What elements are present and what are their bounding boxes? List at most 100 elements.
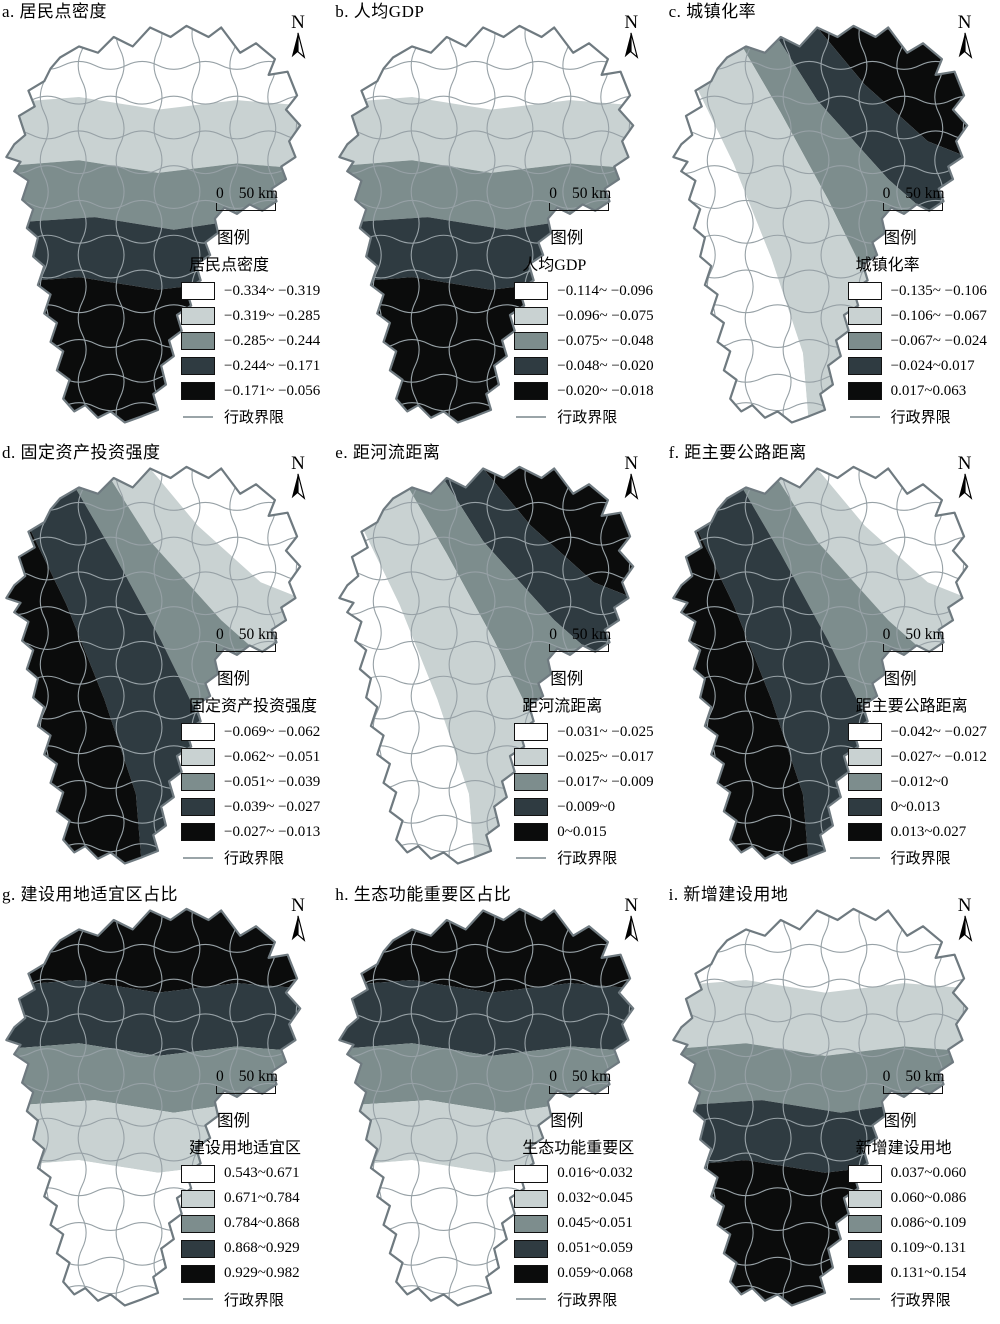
north-arrow: N <box>285 12 311 59</box>
legend-swatch-class3 <box>181 773 215 792</box>
choropleth-map <box>671 24 968 424</box>
legend-row: −0.051~ −0.039 <box>181 773 333 792</box>
north-arrow: N <box>285 454 311 501</box>
scale-line <box>216 644 276 653</box>
scale-zero-label: 0 <box>549 185 558 202</box>
legend-row: −0.031~ −0.025 <box>514 723 666 742</box>
legend-range-class3: 0.045~0.051 <box>557 1215 633 1232</box>
scale-zero-label: 0 <box>216 626 224 644</box>
map-panel: e. 距河流距离 <box>333 441 666 882</box>
legend: 图例 人均GDP −0.114~ −0.096 −0.096~ −0.075 −… <box>514 224 666 427</box>
legend-row: 0~0.015 <box>514 823 666 842</box>
legend-swatch-class4 <box>514 798 549 817</box>
legend-range-class3: −0.012~0 <box>890 773 949 790</box>
legend-swatch-class5 <box>847 823 882 842</box>
legend-swatch-class4 <box>181 798 215 817</box>
legend-swatch-class1 <box>847 1164 882 1183</box>
scale-zero-label: 0 <box>216 1067 224 1085</box>
legend-range-class1: −0.334~ −0.319 <box>224 282 321 299</box>
legend-row: −0.024~0.017 <box>847 357 1000 375</box>
province-outline <box>671 24 968 424</box>
north-label: N <box>291 12 305 33</box>
scale-zero-label: 0 <box>216 185 224 202</box>
legend-row: −0.025~ −0.017 <box>514 748 666 767</box>
legend-range-class1: −0.042~ −0.027 <box>890 723 987 740</box>
legend-swatch-class4 <box>181 357 215 375</box>
province-outline <box>671 466 968 865</box>
scale-bar: 0 50 km <box>880 627 976 653</box>
scale-labels: 0 50 km <box>213 1067 309 1085</box>
legend-header: 图例 <box>217 1110 250 1130</box>
legend-range-class5: 0~0.015 <box>557 823 607 840</box>
legend-range-class3: 0.086~0.109 <box>890 1215 967 1232</box>
choropleth-map <box>338 466 635 865</box>
choropleth-map <box>5 24 302 424</box>
legend-range-class1: 0.037~0.060 <box>890 1165 967 1182</box>
scale-line <box>216 203 276 211</box>
legend-swatch-class1 <box>181 1164 215 1183</box>
legend-range-class2: 0.060~0.086 <box>890 1190 967 1207</box>
legend-swatch-class4 <box>514 357 549 375</box>
boundary-label: 行政界限 <box>890 1292 951 1309</box>
scale-labels: 0 50 km <box>880 627 976 643</box>
north-label: N <box>624 12 639 33</box>
legend-swatch-class2 <box>181 307 215 325</box>
legend-row: 0.032~0.045 <box>514 1189 666 1208</box>
legend-row: −0.048~ −0.020 <box>514 357 666 375</box>
legend-row-boundary: 行政界限 <box>181 406 333 427</box>
legend-row: 0.784~0.868 <box>181 1214 333 1233</box>
legend-swatch-class5 <box>847 1264 882 1283</box>
legend-row-boundary: 行政界限 <box>514 1289 666 1310</box>
legend-range-class2: −0.319~ −0.285 <box>224 307 321 324</box>
legend-row-boundary: 行政界限 <box>181 1289 333 1310</box>
north-arrow: N <box>952 454 978 501</box>
legend-row: 0.051~0.059 <box>514 1239 666 1258</box>
legend-variable: 生态功能重要区 <box>522 1139 635 1157</box>
legend-row: −0.106~ −0.067 <box>847 307 1000 325</box>
legend-range-class3: −0.285~ −0.244 <box>224 332 321 349</box>
legend-swatch-class1 <box>181 282 215 300</box>
legend: 图例 城镇化率 −0.135~ −0.106 −0.106~ −0.067 −0… <box>847 224 1000 427</box>
legend-swatch-class1 <box>847 282 882 300</box>
legend-row: −0.009~0 <box>514 798 666 817</box>
scale-zero-label: 0 <box>882 185 891 202</box>
legend-range-class2: −0.096~ −0.075 <box>557 307 654 324</box>
legend-range-class3: 0.784~0.868 <box>224 1215 300 1232</box>
legend-swatch-class2 <box>847 1189 882 1208</box>
legend-row-boundary: 行政界限 <box>181 847 333 868</box>
legend-range-class5: 0.059~0.068 <box>557 1265 633 1282</box>
compass-needle-icon <box>958 32 972 59</box>
scale-bar: 0 50 km <box>213 626 309 653</box>
scale-line <box>549 203 610 211</box>
legend-range-class2: 0.032~0.045 <box>557 1190 633 1207</box>
legend-swatch-class2 <box>514 307 549 325</box>
legend-swatch-class1 <box>514 282 549 300</box>
legend: 图例 居民点密度 −0.334~ −0.319 −0.319~ −0.285 −… <box>181 224 333 427</box>
legend-swatch-class5 <box>181 1264 215 1283</box>
compass-needle-icon <box>291 474 306 501</box>
panel-title: e. 距河流距离 <box>335 443 441 463</box>
legend-row-boundary: 行政界限 <box>848 1289 1000 1310</box>
boundary-line-sample <box>516 1298 547 1301</box>
legend-row: 0.929~0.982 <box>181 1264 333 1283</box>
scale-zero-label: 0 <box>882 1067 891 1085</box>
legend-range-class5: 0.017~0.063 <box>890 382 967 399</box>
map-panel: c. 城镇化率 <box>667 0 1000 441</box>
boundary-line-sample <box>183 1298 213 1301</box>
legend-row-boundary: 行政界限 <box>848 406 1000 427</box>
legend-variable: 居民点密度 <box>189 257 270 274</box>
legend-swatch-class2 <box>181 1189 215 1208</box>
scale-zero-label: 0 <box>882 626 891 644</box>
legend-swatch-class3 <box>847 773 882 792</box>
scale-zero-label: 0 <box>549 626 558 644</box>
legend: 图例 新增建设用地 0.037~0.060 0.060~0.086 0.086~… <box>847 1107 1000 1310</box>
legend-range-class4: 0.051~0.059 <box>557 1240 633 1257</box>
scale-max-label: 50 km <box>572 1067 612 1085</box>
compass-needle-icon <box>291 32 306 59</box>
scale-line <box>549 644 610 653</box>
province-outline <box>338 24 635 424</box>
choropleth-map <box>671 466 968 865</box>
province-outline <box>338 907 635 1307</box>
legend-row: −0.067~ −0.024 <box>847 332 1000 350</box>
